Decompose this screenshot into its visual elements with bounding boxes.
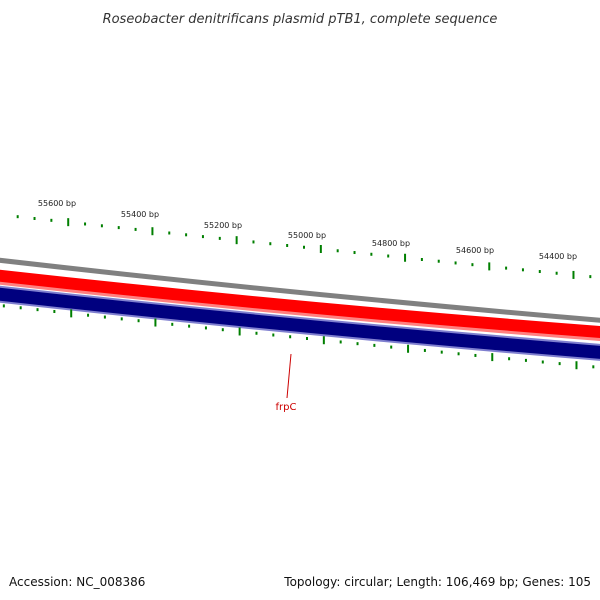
tick-label: 55400 bp <box>121 210 159 219</box>
plus-strand-highlight <box>0 281 600 341</box>
tick-labels: 55600 bp 55400 bp 55200 bp 55000 bp 54800 bp… <box>38 199 577 261</box>
tick-label: 54800 bp <box>372 239 410 248</box>
accession-text: Accession: NC_008386 <box>9 575 145 589</box>
gene-frpC[interactable]: frpC <box>276 353 297 413</box>
outer-ring <box>0 257 600 323</box>
minus-strand-track <box>0 287 600 359</box>
sequence-summary-text: Topology: circular; Length: 106,469 bp; … <box>283 575 591 589</box>
tick-label: 54600 bp <box>456 246 494 255</box>
tick-label: 55200 bp <box>204 221 242 230</box>
tick-label: 55600 bp <box>38 199 76 208</box>
plus-strand-track <box>0 269 600 340</box>
map-title: Roseobacter denitrificans plasmid pTB1, … <box>103 12 498 27</box>
outer-tick-marks <box>16 215 592 279</box>
gene-label-frpC: frpC <box>276 402 297 413</box>
tick-label: 54400 bp <box>539 252 577 261</box>
inner-tick-marks <box>2 304 595 370</box>
ring-layer <box>0 257 600 361</box>
gene-label-leader <box>286 353 292 399</box>
tick-label: 55000 bp <box>288 231 326 240</box>
